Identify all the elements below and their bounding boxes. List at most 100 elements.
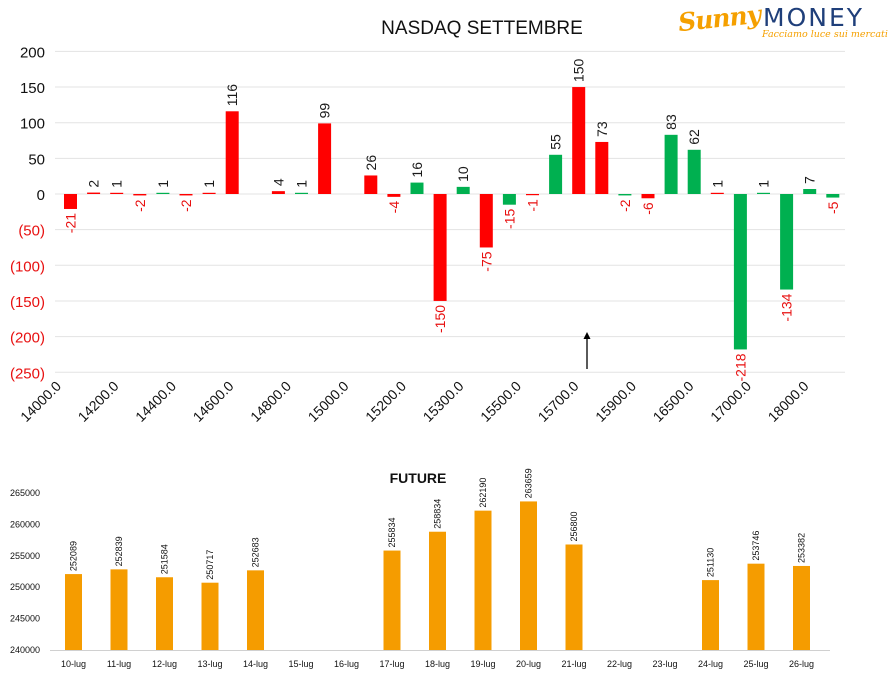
future-data-label: 258834 xyxy=(433,499,443,529)
bar xyxy=(295,192,308,194)
future-x-tick-label: 26-lug xyxy=(789,659,814,669)
future-x-tick-label: 16-lug xyxy=(334,659,359,669)
x-tick-label: 14400.0 xyxy=(132,378,179,425)
data-label: -2 xyxy=(178,199,194,212)
bar xyxy=(733,194,747,350)
future-x-tick-label: 22-lug xyxy=(607,659,632,669)
x-tick-label: 15900.0 xyxy=(592,378,639,425)
x-tick-label: 18000.0 xyxy=(765,378,812,425)
x-tick-label: 14800.0 xyxy=(247,378,294,425)
data-label: -6 xyxy=(640,202,656,215)
future-data-label: 256800 xyxy=(569,511,579,541)
future-y-tick-label: 265000 xyxy=(10,488,40,498)
future-data-label: 250717 xyxy=(205,550,215,580)
data-label: -15 xyxy=(501,208,517,228)
data-label: -218 xyxy=(732,353,748,381)
future-data-label: 253746 xyxy=(751,531,761,561)
data-label: -150 xyxy=(432,305,448,333)
future-data-label: 253382 xyxy=(797,533,807,563)
future-x-tick-label: 19-lug xyxy=(470,659,495,669)
future-data-label: 251584 xyxy=(160,544,170,574)
x-tick-label: 15200.0 xyxy=(362,378,409,425)
future-data-label: 255834 xyxy=(387,518,397,548)
future-x-tick-label: 10-lug xyxy=(61,659,86,669)
logo-money-text: MONEY xyxy=(763,3,865,32)
x-tick-label: 16500.0 xyxy=(650,378,697,425)
future-x-tick-label: 20-lug xyxy=(516,659,541,669)
bar xyxy=(710,192,724,194)
y-tick-label: (150) xyxy=(10,294,45,311)
bar xyxy=(179,194,193,196)
bar xyxy=(110,192,124,194)
y-tick-label: (200) xyxy=(10,330,45,347)
bar xyxy=(271,191,285,194)
future-y-tick-label: 250000 xyxy=(10,582,40,592)
data-label: -1 xyxy=(525,199,541,212)
logo-tagline: Facciamo luce sui mercati xyxy=(762,29,888,40)
y-tick-label: 100 xyxy=(20,116,45,133)
future-x-tick-label: 25-lug xyxy=(743,659,768,669)
data-label: -134 xyxy=(779,293,795,321)
bar xyxy=(225,111,239,194)
data-label: 73 xyxy=(594,121,610,137)
x-tick-label: 14200.0 xyxy=(75,378,122,425)
future-data-label: 252089 xyxy=(69,541,79,571)
data-label: 1 xyxy=(756,180,772,188)
future-x-tick-label: 24-lug xyxy=(698,659,723,669)
y-tick-label: 0 xyxy=(37,187,45,204)
data-label: 10 xyxy=(455,166,471,182)
bar xyxy=(526,194,539,196)
future-bar xyxy=(201,582,219,650)
bar xyxy=(87,192,101,194)
bar xyxy=(572,87,586,194)
bar xyxy=(641,194,655,199)
future-x-tick-label: 11-lug xyxy=(107,659,131,669)
future-bar xyxy=(247,570,264,650)
future-x-tick-label: 23-lug xyxy=(652,659,677,669)
bar xyxy=(318,123,332,194)
future-x-tick-label: 13-lug xyxy=(197,659,222,669)
bar xyxy=(433,194,447,301)
logo-sunny-text: Sunny xyxy=(676,0,762,38)
x-tick-label: 15000.0 xyxy=(305,378,352,425)
data-label: 1 xyxy=(201,180,217,188)
future-y-tick-label: 260000 xyxy=(10,519,40,529)
bar xyxy=(757,192,770,194)
bar xyxy=(479,194,493,248)
bar xyxy=(133,194,147,196)
future-y-tick-label: 240000 xyxy=(10,645,40,655)
bar xyxy=(780,194,794,290)
future-data-label: 252683 xyxy=(251,537,261,567)
bar xyxy=(202,192,216,194)
bar xyxy=(664,134,678,194)
future-bar xyxy=(383,550,401,650)
future-title: FUTURE xyxy=(390,470,447,486)
data-label: 1 xyxy=(155,180,171,188)
future-x-tick-label: 15-lug xyxy=(288,659,313,669)
data-label: 150 xyxy=(571,58,587,82)
x-tick-label: 15700.0 xyxy=(535,378,582,425)
future-bar xyxy=(156,577,173,650)
bar xyxy=(364,175,378,194)
future-bar xyxy=(474,510,492,650)
bar xyxy=(387,194,401,197)
data-label: 7 xyxy=(802,176,818,184)
y-tick-label: (50) xyxy=(18,223,45,240)
future-data-label: 263659 xyxy=(524,468,534,498)
x-tick-label: 14000.0 xyxy=(17,378,64,425)
data-label: 4 xyxy=(270,178,286,186)
y-tick-label: 200 xyxy=(20,44,45,61)
bar xyxy=(618,194,632,196)
future-bar xyxy=(520,501,537,650)
data-label: -2 xyxy=(132,199,148,212)
bar xyxy=(687,149,701,194)
data-label: -2 xyxy=(617,199,633,212)
bar xyxy=(502,194,516,205)
future-x-tick-label: 17-lug xyxy=(379,659,404,669)
bar xyxy=(595,141,609,194)
y-tick-label: (100) xyxy=(10,258,45,275)
y-tick-label: 50 xyxy=(28,151,45,168)
bar xyxy=(64,194,77,209)
future-bar xyxy=(565,544,583,650)
future-data-label: 251130 xyxy=(706,548,716,577)
